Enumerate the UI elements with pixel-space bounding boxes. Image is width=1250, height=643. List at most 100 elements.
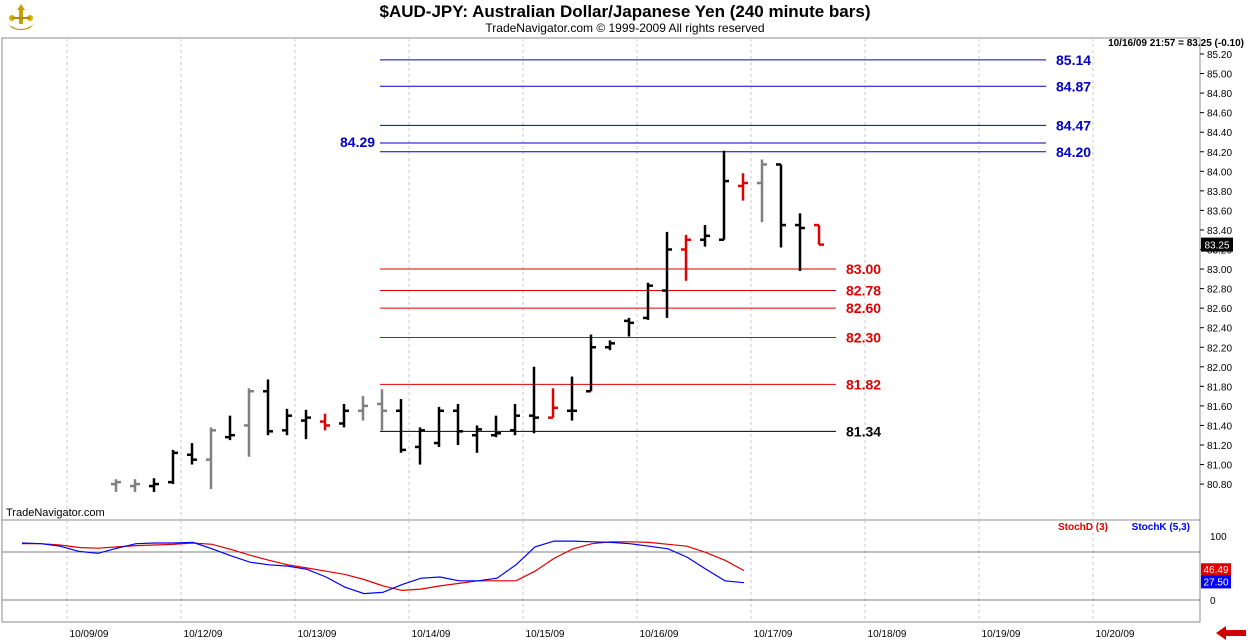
ohlc-bar	[301, 409, 311, 440]
level-label-resistance: 84.47	[1056, 117, 1091, 133]
x-tick-label: 10/14/09	[412, 629, 451, 640]
ohlc-bar	[111, 479, 121, 492]
level-label-resistance: 84.87	[1056, 78, 1091, 94]
ohlc-bar	[396, 399, 406, 453]
last-quote-label: 10/16/09 21:57 = 83.25 (-0.10)	[1108, 38, 1244, 49]
y-tick-label: 81.20	[1207, 441, 1232, 452]
ohlc-bar	[795, 213, 805, 272]
scroll-left-arrow-icon[interactable]	[1216, 626, 1246, 640]
ohlc-bar	[339, 403, 349, 428]
ohlc-bar	[643, 282, 653, 320]
ohlc-bar	[377, 389, 387, 431]
y-tick-label: 81.60	[1207, 402, 1232, 413]
stoch-y-tick-label: 100	[1210, 532, 1227, 543]
y-tick-label: 82.60	[1207, 304, 1232, 315]
ohlc-bar	[415, 427, 425, 465]
ohlc-bar	[206, 427, 216, 489]
y-tick-label: 81.00	[1207, 461, 1232, 472]
ohlc-bar	[681, 234, 691, 281]
y-tick-label: 85.00	[1207, 70, 1232, 81]
stoch-y-tick-label: 0	[1210, 596, 1216, 607]
y-tick-label: 83.00	[1207, 265, 1232, 276]
ohlc-bar	[548, 388, 558, 419]
y-tick-label: 83.80	[1207, 187, 1232, 198]
y-tick-label: 84.20	[1207, 148, 1232, 159]
stochastic-panel-frame	[1, 519, 1201, 623]
stoch-last-value-box	[1201, 563, 1231, 577]
watermark-label: TradeNavigator.com	[6, 507, 105, 519]
ohlc-bar	[282, 408, 292, 436]
ohlc-bar	[491, 415, 501, 438]
ohlc-bar	[130, 479, 140, 492]
ohlc-bar	[263, 379, 273, 436]
y-tick-label: 82.40	[1207, 324, 1232, 335]
stoch-series-line	[22, 541, 745, 592]
y-tick-label: 84.60	[1207, 109, 1232, 120]
copyright-notice: TradeNavigator.com © 1999-2009 All right…	[485, 21, 765, 35]
y-tick-label: 83.60	[1207, 206, 1232, 217]
x-tick-label: 10/13/09	[298, 629, 337, 640]
chart-title: $AUD-JPY: Australian Dollar/Japanese Yen…	[379, 2, 871, 21]
ohlc-bar	[700, 225, 710, 247]
level-label-support: 82.60	[846, 300, 881, 316]
stoch-last-value-label: 27.50	[1203, 577, 1228, 588]
y-tick-label: 82.20	[1207, 343, 1232, 354]
last-price-box	[1201, 237, 1233, 252]
y-tick-label: 84.00	[1207, 167, 1232, 178]
ohlc-bar	[719, 150, 729, 241]
stoch-legend-label: StochK (5,3)	[1132, 522, 1190, 533]
ohlc-bar	[776, 163, 786, 248]
ohlc-bar	[662, 231, 672, 318]
level-label-support: 83.00	[846, 261, 881, 277]
ohlc-bar	[738, 173, 748, 201]
y-tick-label: 82.00	[1207, 363, 1232, 374]
chart-header: $AUD-JPY: Australian Dollar/Japanese Yen…	[0, 0, 1250, 38]
y-tick-label: 84.40	[1207, 128, 1232, 139]
y-tick-label: 80.80	[1207, 480, 1232, 491]
ohlc-bar	[453, 403, 463, 445]
level-label-resistance: 84.20	[1056, 144, 1091, 160]
stoch-last-value-label: 46.49	[1203, 565, 1228, 576]
trade-navigator-logo	[4, 2, 38, 34]
ohlc-bar	[624, 317, 634, 337]
stoch-legend-label: StochD (3)	[1058, 522, 1108, 533]
price-panel-frame	[1, 37, 1201, 521]
y-tick-label: 83.40	[1207, 226, 1232, 237]
y-tick-label: 81.80	[1207, 382, 1232, 393]
ohlc-bar	[567, 376, 577, 421]
y-tick-label: 85.20	[1207, 50, 1232, 61]
y-tick-label: 81.40	[1207, 421, 1232, 432]
x-tick-label: 10/19/09	[982, 629, 1021, 640]
ohlc-bar	[472, 425, 482, 453]
level-label-resistance: 85.14	[1056, 52, 1091, 68]
ohlc-bar	[225, 415, 235, 441]
level-label-support: 82.30	[846, 329, 881, 345]
x-tick-label: 10/09/09	[70, 629, 109, 640]
ohlc-bar	[149, 478, 159, 492]
x-tick-label: 10/18/09	[868, 629, 907, 640]
x-tick-label: 10/17/09	[754, 629, 793, 640]
ohlc-bar	[320, 413, 330, 431]
ohlc-bar	[529, 366, 539, 434]
y-tick-label: 82.80	[1207, 285, 1232, 296]
level-label-resistance: 84.29	[340, 134, 375, 150]
last-price-label: 83.25	[1204, 241, 1229, 252]
ohlc-bar	[586, 334, 596, 393]
level-label-base: 81.34	[846, 423, 881, 439]
y-tick-label: 84.80	[1207, 89, 1232, 100]
ohlc-bar	[510, 403, 520, 436]
x-tick-label: 10/16/09	[640, 629, 679, 640]
ohlc-bar	[358, 396, 368, 421]
stoch-last-value-box	[1201, 575, 1231, 589]
ohlc-bar	[814, 223, 824, 246]
x-tick-label: 10/12/09	[184, 629, 223, 640]
x-tick-label: 10/15/09	[526, 629, 565, 640]
ohlc-bar	[168, 449, 178, 485]
ohlc-bar	[187, 443, 197, 465]
ohlc-bar	[757, 159, 767, 223]
ohlc-bar	[434, 406, 444, 447]
level-label-support: 82.78	[846, 283, 881, 299]
ohlc-bar	[605, 340, 615, 351]
level-label-support: 81.82	[846, 376, 881, 392]
